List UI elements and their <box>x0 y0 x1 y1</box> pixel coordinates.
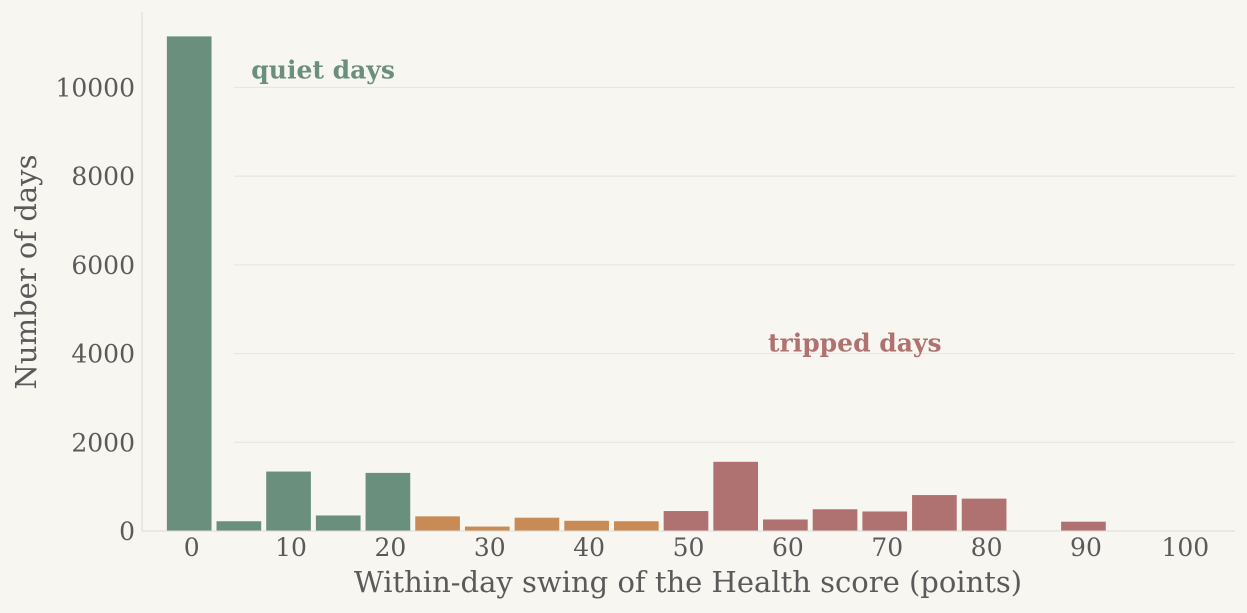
bar-tripped <box>763 519 808 531</box>
tick-labels: 0 2000 4000 6000 8000 10000 0 10 20 30 40 50 60 70 80 9… <box>55 73 1209 562</box>
bar-middle <box>514 517 560 531</box>
x-tick-label: 30 <box>474 533 506 562</box>
bar-middle <box>564 520 609 531</box>
x-tick-label: 10 <box>275 533 307 562</box>
x-tick-label: 100 <box>1161 533 1209 562</box>
x-tick-label: 40 <box>573 533 605 562</box>
x-tick-label: 70 <box>871 533 903 562</box>
bar-middle <box>613 521 659 531</box>
annotations: quiet days tripped days <box>251 56 941 358</box>
x-tick-label: 0 <box>184 533 200 562</box>
bar-tripped <box>912 495 957 531</box>
x-tick-label: 90 <box>1070 533 1102 562</box>
bar-quiet <box>166 36 212 532</box>
bar-tripped <box>713 461 759 531</box>
bar-tripped <box>862 511 908 531</box>
axes <box>141 12 1235 532</box>
y-axis-title: Number of days <box>9 155 43 390</box>
bar-tripped <box>961 498 1007 531</box>
bar-middle <box>415 516 460 531</box>
bar-tripped <box>1061 521 1106 531</box>
y-tick-label: 10000 <box>55 73 135 102</box>
annotation-quiet: quiet days <box>251 56 395 85</box>
bar-quiet <box>266 471 311 531</box>
bars <box>166 36 1106 532</box>
y-tick-label: 4000 <box>71 340 135 369</box>
y-tick-label: 8000 <box>71 162 135 191</box>
gridlines <box>234 86 1235 443</box>
x-tick-label: 20 <box>375 533 407 562</box>
bar-quiet <box>365 472 411 531</box>
annotation-tripped: tripped days <box>768 328 942 357</box>
x-tick-label: 60 <box>772 533 804 562</box>
bar-tripped <box>663 511 709 531</box>
bar-middle <box>464 526 510 531</box>
y-tick-label: 0 <box>119 517 135 546</box>
bar-tripped <box>812 509 858 531</box>
x-tick-label: 80 <box>971 533 1003 562</box>
y-tick-label: 2000 <box>71 428 135 457</box>
x-axis-title: Within-day swing of the Health score (po… <box>354 565 1022 599</box>
x-tick-label: 50 <box>673 533 705 562</box>
y-tick-label: 6000 <box>71 251 135 280</box>
bar-quiet <box>216 521 262 531</box>
bar-quiet <box>315 515 361 531</box>
